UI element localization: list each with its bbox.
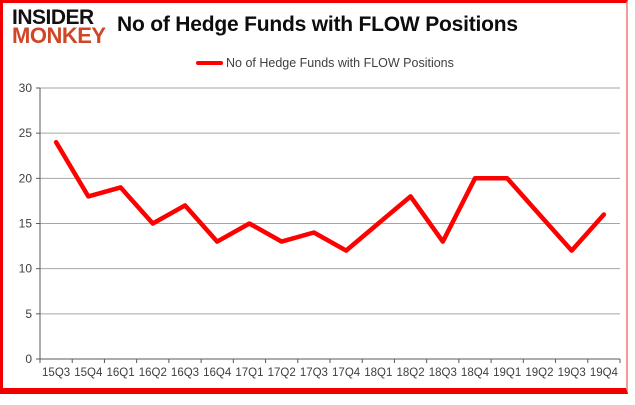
logo-monkey-text: MONKEY [12, 23, 106, 48]
x-tick-label: 15Q4 [74, 367, 103, 379]
x-tick-label: 16Q3 [171, 367, 199, 379]
legend-label: No of Hedge Funds with FLOW Positions [226, 56, 454, 70]
y-tick-label: 20 [19, 171, 33, 185]
x-tick-label: 18Q3 [429, 367, 457, 379]
y-tick-label: 5 [25, 307, 32, 321]
x-tick-label: 18Q1 [364, 367, 392, 379]
x-tick-label: 19Q1 [493, 367, 521, 379]
x-tick-label: 19Q3 [558, 367, 586, 379]
x-tick-label: 19Q2 [525, 367, 553, 379]
y-tick-label: 0 [25, 352, 32, 366]
x-tick-label: 17Q1 [235, 367, 263, 379]
x-tick-label: 18Q2 [396, 367, 424, 379]
x-tick-label: 17Q4 [332, 367, 361, 379]
chart-title: No of Hedge Funds with FLOW Positions [117, 13, 518, 36]
x-tick-label: 17Q3 [300, 367, 328, 379]
x-tick-label: 15Q3 [42, 367, 70, 379]
x-axis-ticks [39, 359, 621, 363]
y-tick-label: 10 [19, 262, 33, 276]
x-tick-label: 17Q2 [268, 367, 296, 379]
x-axis-labels: 15Q3 15Q4 16Q1 16Q2 16Q3 16Q4 17Q1 17Q2 17Q3 17Q4… [42, 367, 619, 379]
x-tick-label: 19Q4 [590, 367, 619, 379]
series-line [53, 139, 607, 253]
legend-line-swatch [196, 61, 223, 65]
y-tick-label: 30 [19, 81, 33, 95]
x-tick-label: 16Q2 [139, 367, 167, 379]
gridlines [36, 87, 620, 360]
insider-monkey-logo: INSIDER MONKEY [12, 6, 106, 48]
legend: No of Hedge Funds with FLOW Positions [196, 56, 454, 70]
y-axis-labels: 0 5 10 15 20 25 30 [19, 81, 33, 366]
y-tick-label: 15 [19, 217, 33, 231]
y-tick-label: 25 [19, 126, 33, 140]
x-tick-label: 16Q4 [203, 367, 232, 379]
x-tick-label: 18Q4 [461, 367, 490, 379]
logo-insider-text: INSIDER [12, 6, 94, 29]
x-tick-label: 16Q1 [106, 367, 134, 379]
